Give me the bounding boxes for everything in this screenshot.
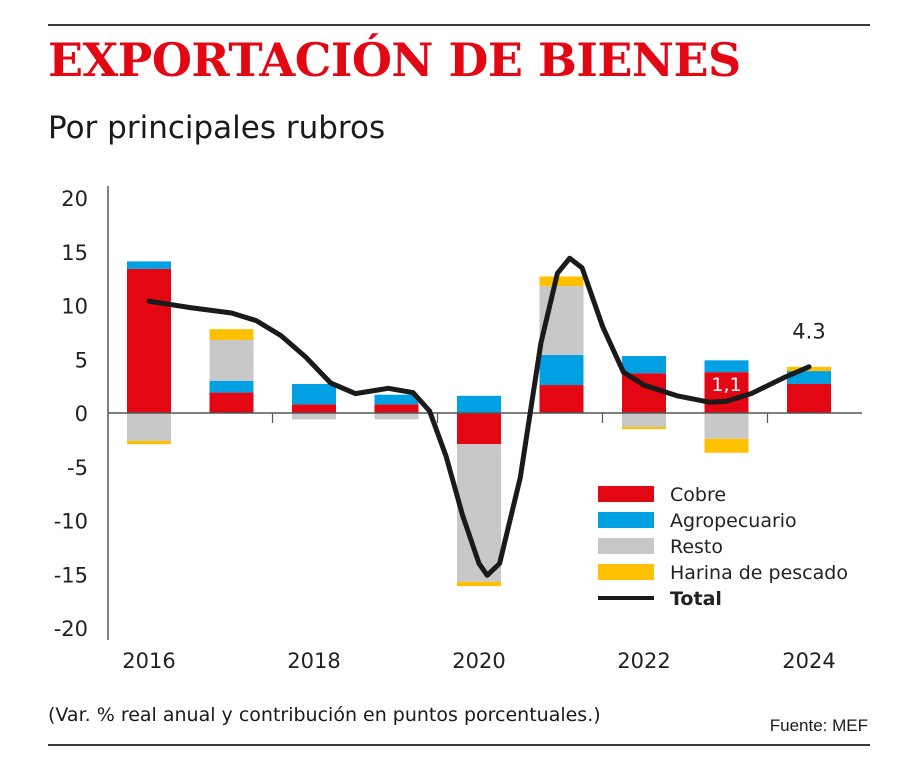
units-note: (Var. % real anual y contribución en pun… — [48, 704, 601, 726]
bar-segment-cobre — [374, 404, 419, 413]
bar-segment-agropecuario — [704, 360, 749, 373]
bar-segment-resto — [209, 339, 254, 381]
x-tick-label: 2018 — [287, 649, 340, 673]
bar-segment-harina-de-pescado — [622, 426, 666, 430]
bar-segment-cobre — [127, 268, 171, 413]
legend-label: Harina de pescado — [670, 562, 848, 584]
bar-segment-cobre — [209, 392, 254, 413]
bar-segment-agropecuario — [292, 383, 336, 405]
data-label: 4.3 — [792, 319, 825, 343]
bar-segment-resto — [622, 413, 666, 427]
y-tick-label: 10 — [61, 295, 88, 319]
legend-label: Total — [670, 588, 722, 610]
y-tick-label: 20 — [61, 187, 88, 211]
legend: Cobre Agropecuario Resto Harina de pescado T… — [598, 484, 848, 610]
bar-segment-agropecuario — [209, 380, 254, 393]
x-tick-label: 2024 — [782, 649, 835, 673]
bar-segment-cobre — [704, 372, 749, 413]
y-axis-ticks: 20 15 10 5 0 -5 -10 -15 -20 — [54, 187, 88, 641]
bar-segment-resto — [127, 413, 171, 441]
bar-segment-harina-de-pescado — [457, 581, 501, 587]
bar-segment-agropecuario — [539, 354, 584, 386]
legend-label: Agropecuario — [670, 510, 797, 532]
chart-title: EXPORTACIÓN DE BIENES — [48, 33, 741, 87]
legend-swatch — [598, 564, 654, 580]
bar-segment-harina-de-pescado — [127, 440, 171, 445]
legend-swatch — [598, 512, 654, 528]
bar-segment-cobre — [622, 373, 666, 413]
x-tick-label: 2022 — [617, 649, 670, 673]
x-tick-label: 2016 — [122, 649, 175, 673]
bar-segment-cobre — [787, 383, 831, 413]
bar-segment-agropecuario — [457, 395, 501, 413]
bar-segment-agropecuario — [622, 356, 666, 374]
bar-segment-resto — [374, 413, 419, 420]
legend-label: Resto — [670, 536, 723, 558]
total-line — [146, 255, 812, 578]
legend-swatch — [598, 538, 654, 554]
bar-segment-harina-de-pescado — [539, 276, 584, 287]
data-label: 1,1 — [711, 374, 741, 396]
y-tick-label: -10 — [54, 510, 88, 534]
y-tick-label: 5 — [75, 348, 88, 372]
axes — [107, 186, 862, 640]
bar-segment-resto — [292, 413, 336, 420]
bottom-rule — [48, 744, 870, 746]
y-tick-label: 0 — [75, 402, 88, 426]
top-rule — [48, 24, 870, 26]
bar-segment-cobre — [292, 404, 336, 413]
y-tick-label: -15 — [54, 563, 88, 587]
legend-label: Cobre — [670, 484, 726, 506]
y-tick-label: 15 — [61, 241, 88, 265]
bar-segment-resto — [704, 413, 749, 439]
bars — [127, 261, 831, 587]
bar-segment-agropecuario — [374, 394, 419, 405]
bar-segment-agropecuario — [127, 261, 171, 269]
chart-svg: 20 15 10 5 0 -5 -10 -15 -20 2016 2018 2020 2022 2024… — [54, 186, 862, 673]
bar-segment-agropecuario — [787, 371, 831, 384]
bar-segment-harina-de-pescado — [209, 329, 254, 340]
x-tick-label: 2020 — [452, 649, 505, 673]
y-tick-label: -20 — [54, 617, 88, 641]
bar-segment-cobre — [539, 385, 584, 413]
annotations: 1,1 4.3 — [711, 319, 825, 396]
total-line-path — [146, 255, 812, 578]
y-tick-label: -5 — [67, 456, 88, 480]
bar-segment-cobre — [457, 413, 501, 445]
source-label: Fuente: MEF — [769, 716, 868, 735]
legend-swatch — [598, 486, 654, 502]
bar-segment-harina-de-pescado — [704, 438, 749, 453]
chart-subtitle: Por principales rubros — [48, 110, 386, 146]
x-axis-ticks: 2016 2018 2020 2022 2024 — [122, 649, 835, 673]
